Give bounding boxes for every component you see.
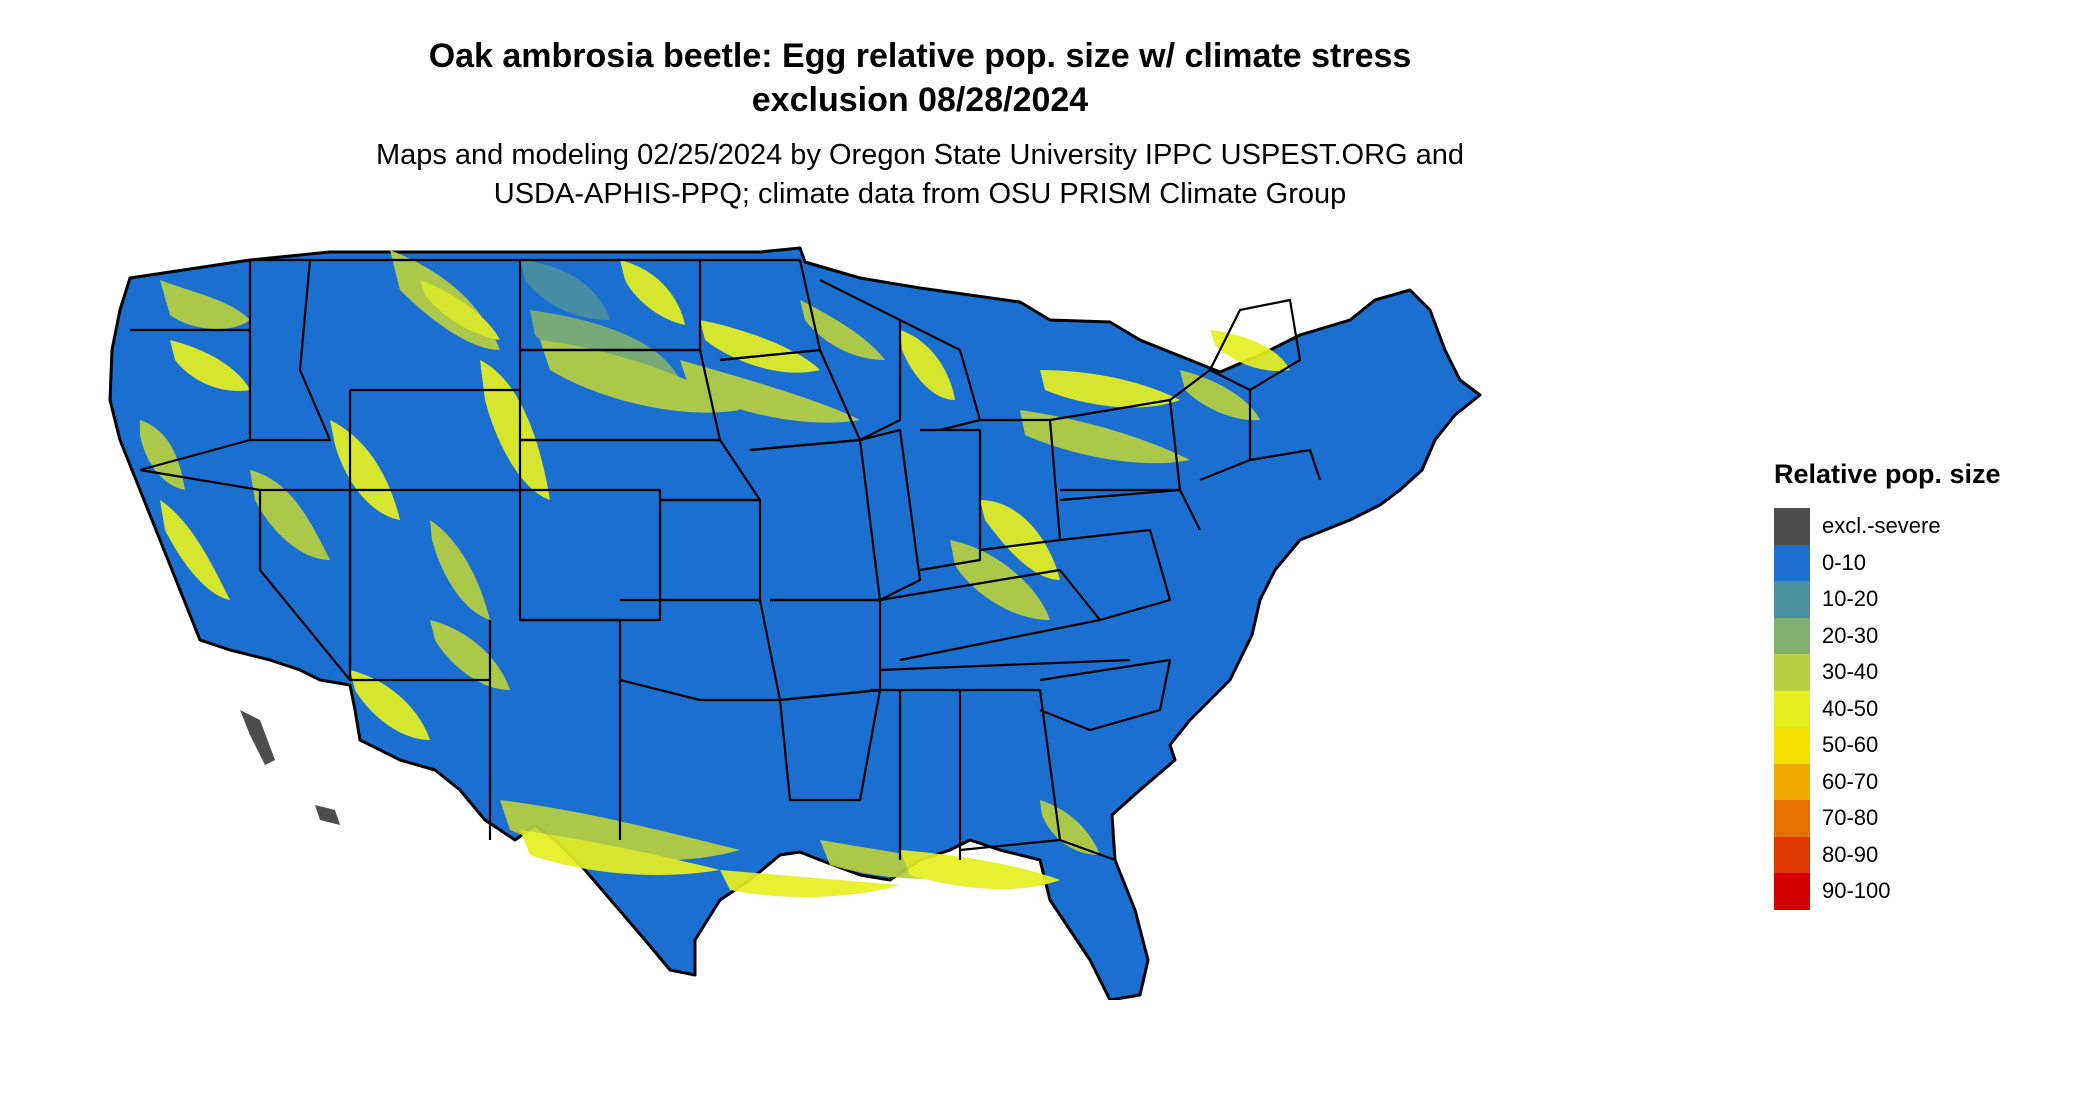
legend-item: 0-10 — [1774, 544, 2074, 581]
legend-label: 50-60 — [1822, 732, 1879, 758]
legend-swatch — [1774, 654, 1810, 691]
legend-swatch — [1774, 544, 1810, 581]
legend-item: 60-70 — [1774, 763, 2074, 800]
legend-swatch — [1774, 800, 1810, 837]
legend-label: excl.-severe — [1822, 513, 1941, 539]
us-map — [100, 240, 1740, 1000]
legend-label: 10-20 — [1822, 586, 1879, 612]
legend-swatch — [1774, 873, 1810, 910]
legend-label: 80-90 — [1822, 841, 1879, 867]
legend-label: 70-80 — [1822, 805, 1879, 831]
exclusion-patches — [240, 710, 340, 825]
legend-swatch — [1774, 727, 1810, 764]
legend-label: 0-10 — [1822, 549, 1867, 575]
map-title-line-2: exclusion 08/28/2024 — [751, 81, 1089, 119]
map-title-line-1: Oak ambrosia beetle: Egg relative pop. s… — [428, 37, 1412, 75]
legend-swatch — [1774, 508, 1810, 545]
legend-label: 20-30 — [1822, 622, 1879, 648]
legend-label: 40-50 — [1822, 695, 1879, 721]
legend-item: 90-100 — [1774, 873, 2074, 910]
legend-swatch — [1774, 581, 1810, 618]
legend-swatch — [1774, 690, 1810, 727]
legend-item: 70-80 — [1774, 800, 2074, 837]
legend-item: 50-60 — [1774, 727, 2074, 764]
legend-swatch — [1774, 763, 1810, 800]
legend-label: 90-100 — [1822, 878, 1891, 904]
legend-title: Relative pop. size — [1774, 459, 2001, 489]
legend-label: 30-40 — [1822, 659, 1879, 685]
state-borders — [130, 258, 1322, 862]
legend-item: 30-40 — [1774, 654, 2074, 691]
legend-items: excl.-severe 0-10 10-20 20-30 30-40 40-50 50-6… — [1774, 508, 2074, 910]
legend-item: 40-50 — [1774, 690, 2074, 727]
legend-swatch — [1774, 617, 1810, 654]
map-subtitle-line-1: Maps and modeling 02/25/2024 by Oregon S… — [375, 139, 1465, 171]
legend-swatch — [1774, 836, 1810, 873]
legend-item: 20-30 — [1774, 617, 2074, 654]
legend: Relative pop. size excl.-severe 0-10 10-20… — [1774, 458, 2074, 910]
legend-item: 10-20 — [1774, 581, 2074, 618]
map-subtitle-line-2: USDA-APHIS-PPQ; climate data from OSU PR… — [493, 178, 1347, 210]
legend-item: excl.-severe — [1774, 508, 2074, 545]
legend-item: 80-90 — [1774, 836, 2074, 873]
legend-label: 60-70 — [1822, 768, 1879, 794]
